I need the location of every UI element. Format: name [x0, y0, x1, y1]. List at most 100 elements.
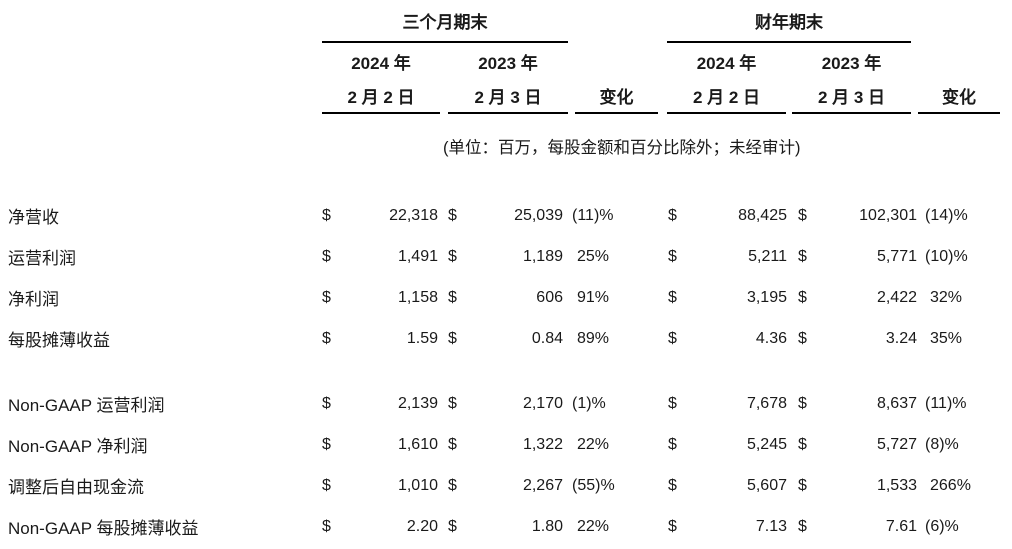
fiscal-2023-value: 7.61 [885, 517, 917, 535]
table-row-operating-income: 运营利润 $ 1,491 $ 1,189 25% $ 5,211 $ 5,771… [0, 236, 1012, 277]
fiscal-group-rule [667, 41, 911, 43]
dollar-sign: $ [668, 476, 677, 494]
quarter-2023-value: 0.84 [531, 329, 563, 347]
quarter-2023-value: 1.80 [531, 517, 563, 535]
dollar-sign: $ [668, 517, 677, 535]
quarter-change-value: (11)% [572, 206, 614, 224]
dollar-sign: $ [448, 247, 457, 265]
fiscal-change-value: (14)% [925, 206, 968, 224]
fiscal-change-value: (10)% [925, 247, 968, 265]
dollar-sign: $ [322, 517, 331, 535]
fiscal-change-value: 35% [930, 329, 963, 347]
quarter-2023-column-rule [448, 112, 568, 114]
metric-label: 每股摊薄收益 [8, 331, 110, 350]
quarter-2023-value: 2,170 [522, 394, 563, 412]
fiscal-2024-value: 3,195 [746, 288, 787, 306]
fiscal-2023-value: 1,533 [876, 476, 917, 494]
fiscal-change-header: 变化 [942, 88, 976, 107]
dollar-sign: $ [798, 394, 807, 412]
quarter-change-column-rule [575, 112, 658, 114]
table-row-nongaap-net-income: Non-GAAP 净利润 $ 1,610 $ 1,322 22% $ 5,245… [0, 424, 1012, 465]
quarter-2024-value: 1.59 [406, 329, 438, 347]
table-row-net-income: 净利润 $ 1,158 $ 606 91% $ 3,195 $ 2,422 32… [0, 277, 1012, 318]
fiscal-2024-value: 88,425 [738, 206, 787, 224]
quarter-2024-value: 22,318 [389, 206, 438, 224]
dollar-sign: $ [798, 206, 807, 224]
dollar-sign: $ [448, 288, 457, 306]
dollar-sign: $ [668, 435, 677, 453]
metric-label: 调整后自由现金流 [8, 478, 144, 497]
quarter-2024-value: 2,139 [397, 394, 438, 412]
quarter-2024-year-header: 2024 年 [351, 54, 411, 73]
dollar-sign: $ [322, 394, 331, 412]
dollar-sign: $ [448, 517, 457, 535]
fiscal-2023-year-header: 2023 年 [821, 54, 882, 73]
dollar-sign: $ [668, 394, 677, 412]
fiscal-2023-date-header: 2 月 3 日 [817, 88, 886, 107]
units-note: (单位：百万，每股金额和百分比除外；未经审计) [443, 139, 801, 157]
quarter-2023-year-header: 2023 年 [478, 54, 538, 73]
fiscal-2023-value: 5,727 [876, 435, 917, 453]
dollar-sign: $ [448, 435, 457, 453]
quarter-change-value: 25% [577, 247, 610, 265]
quarter-change-value: 22% [577, 517, 610, 535]
metric-label: 净利润 [8, 290, 59, 309]
fiscal-2024-value: 7,678 [746, 394, 787, 412]
dollar-sign: $ [322, 288, 331, 306]
dollar-sign: $ [798, 247, 807, 265]
dollar-sign: $ [798, 435, 807, 453]
quarter-group-rule [322, 41, 568, 43]
table-row-nongaap-diluted-eps: Non-GAAP 每股摊薄收益 $ 2.20 $ 1.80 22% $ 7.13… [0, 506, 1012, 547]
quarter-2024-value: 1,010 [397, 476, 438, 494]
metric-label: 运营利润 [8, 249, 76, 268]
fiscal-2024-value: 5,245 [746, 435, 787, 453]
quarter-change-value: 91% [577, 288, 610, 306]
quarter-2023-value: 1,322 [522, 435, 563, 453]
table-row-nongaap-operating-income: Non-GAAP 运营利润 $ 2,139 $ 2,170 (1)% $ 7,6… [0, 383, 1012, 424]
quarter-change-value: 22% [577, 435, 610, 453]
group-separator [0, 359, 1012, 383]
dollar-sign: $ [322, 247, 331, 265]
dollar-sign: $ [668, 206, 677, 224]
dollar-sign: $ [322, 476, 331, 494]
fiscal-2024-year-header: 2024 年 [696, 54, 757, 73]
fiscal-2024-date-header: 2 月 2 日 [692, 88, 761, 107]
quarter-2024-value: 2.20 [406, 517, 438, 535]
dollar-sign: $ [322, 206, 331, 224]
fiscal-change-column-rule [918, 112, 1000, 114]
fiscal-change-value: 32% [930, 288, 963, 306]
dollar-sign: $ [668, 247, 677, 265]
table-row-adjusted-free-cash-flow: 调整后自由现金流 $ 1,010 $ 2,267 (55)% $ 5,607 $… [0, 465, 1012, 506]
quarter-2024-value: 1,491 [397, 247, 438, 265]
quarter-2023-value: 2,267 [522, 476, 563, 494]
quarter-2024-column-rule [322, 112, 440, 114]
fiscal-2023-value: 8,637 [876, 394, 917, 412]
metric-label: 净营收 [8, 208, 59, 227]
fiscal-group-title: 财年期末 [755, 13, 823, 32]
fiscal-2024-value: 7.13 [755, 517, 787, 535]
dollar-sign: $ [448, 394, 457, 412]
metric-label: Non-GAAP 运营利润 [8, 396, 165, 415]
dollar-sign: $ [448, 329, 457, 347]
quarter-change-header: 变化 [599, 88, 634, 107]
quarter-2023-value: 25,039 [514, 206, 563, 224]
metric-label: Non-GAAP 净利润 [8, 437, 148, 456]
quarter-group-title: 三个月期末 [402, 13, 488, 32]
fiscal-2023-value: 2,422 [876, 288, 917, 306]
quarter-2023-date-header: 2 月 3 日 [474, 88, 542, 107]
table-row-net-revenue: 净营收 $ 22,318 $ 25,039 (11)% $ 88,425 $ 1… [0, 195, 1012, 236]
fiscal-2024-column-rule [667, 112, 786, 114]
quarter-2024-value: 1,158 [397, 288, 438, 306]
fiscal-change-value: 266% [930, 476, 971, 494]
quarter-2023-value: 606 [536, 288, 563, 306]
dollar-sign: $ [322, 435, 331, 453]
fiscal-change-value: (8)% [925, 435, 959, 453]
dollar-sign: $ [798, 329, 807, 347]
dollar-sign: $ [448, 206, 457, 224]
fiscal-2023-column-rule [792, 112, 911, 114]
metric-label: Non-GAAP 每股摊薄收益 [8, 519, 199, 538]
table-row-diluted-eps: 每股摊薄收益 $ 1.59 $ 0.84 89% $ 4.36 $ 3.24 3… [0, 318, 1012, 359]
dollar-sign: $ [798, 476, 807, 494]
fiscal-change-value: (6)% [925, 517, 959, 535]
